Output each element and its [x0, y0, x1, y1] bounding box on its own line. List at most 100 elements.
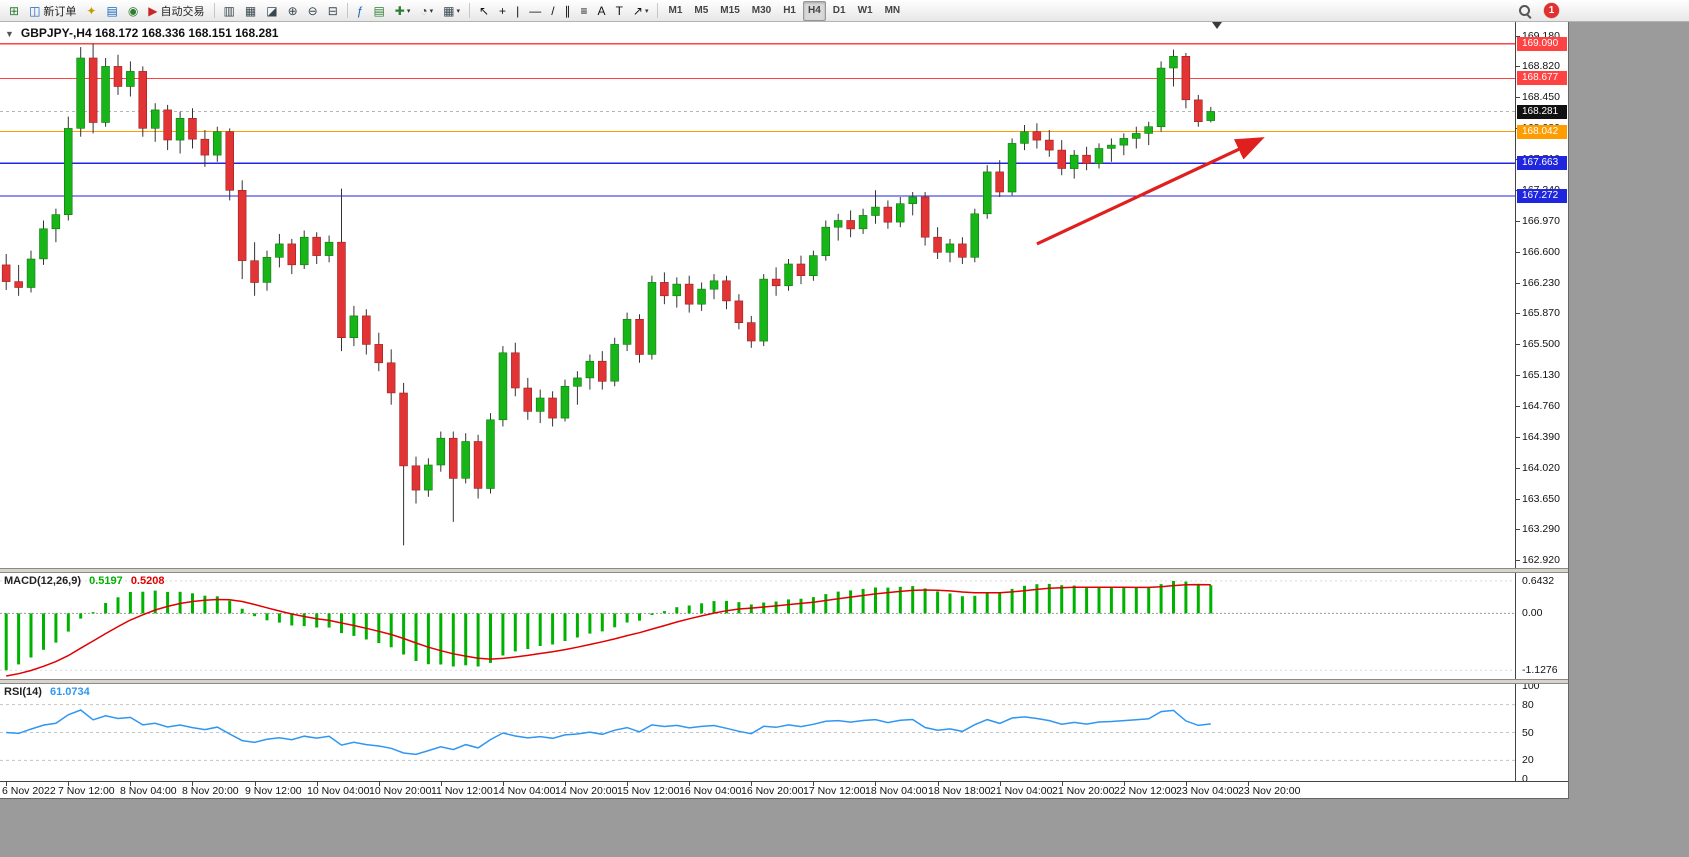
timeframe-m15-button[interactable]: M15: [720, 5, 740, 16]
zoom-in-icon: ⊕: [287, 3, 298, 18]
timeframe-d1-button[interactable]: D1: [832, 5, 846, 16]
ohlc-values: 168.172 168.336 168.151 168.281: [94, 26, 279, 40]
indicators-button[interactable]: ƒ: [353, 1, 368, 21]
price-tick-mark: [1516, 344, 1520, 345]
main-chart-panel[interactable]: ▼ GBPJPY-,H4 168.172 168.336 168.151 168.…: [0, 22, 1515, 568]
line-chart-button[interactable]: ◪: [262, 1, 281, 21]
price-tick-label: 164.390: [1522, 431, 1560, 443]
horizontal-line-icon: —: [529, 3, 542, 18]
data-window-button[interactable]: ◉: [124, 1, 142, 21]
macd-axis-label: 0.6432: [1522, 575, 1555, 587]
time-tick-mark: [689, 782, 690, 786]
chevron-down-icon: ▾: [406, 7, 411, 15]
chevron-down-icon: ▾: [456, 7, 460, 15]
timeframe-m5-button[interactable]: M5: [694, 5, 709, 16]
time-label: 8 Nov 20:00: [182, 785, 239, 797]
hline-price-tag: 167.272: [1517, 189, 1567, 203]
rsi-axis-label: 20: [1522, 754, 1534, 766]
timeframe-m30-button[interactable]: M30: [751, 5, 772, 16]
add-indicator-button[interactable]: ✚ ▾: [391, 1, 415, 21]
price-axis[interactable]: 169.180168.820168.450168.080167.710167.3…: [1515, 22, 1568, 785]
macd-chart-canvas[interactable]: [0, 573, 1515, 679]
add-indicator-icon: ✚: [394, 3, 405, 18]
candlestick-chart-icon: ▦: [244, 3, 257, 18]
bar-chart-button[interactable]: ▥: [220, 1, 239, 21]
cursor-button[interactable]: ↖: [475, 1, 493, 21]
timeframe-h1-button[interactable]: H1: [783, 5, 796, 16]
periods-menu-button[interactable]: ◔ ▾: [416, 1, 437, 21]
crosshair-icon: +: [499, 3, 507, 18]
tile-windows-button[interactable]: ⊟: [324, 1, 342, 21]
price-tick-mark: [1516, 221, 1520, 222]
text-label-button[interactable]: T: [612, 1, 627, 21]
rsi-panel[interactable]: RSI(14) 61.0734: [0, 684, 1515, 781]
price-tick-label: 166.230: [1522, 277, 1560, 289]
time-tick-mark: [875, 782, 876, 786]
timeframe-m1-button[interactable]: M1: [668, 5, 683, 16]
rsi-axis-label: 0: [1522, 773, 1528, 785]
time-tick-mark: [441, 782, 442, 786]
one-click-trading-arrow-icon[interactable]: ▼: [5, 29, 14, 39]
arrows-menu-button[interactable]: ↗ ▾: [629, 1, 653, 21]
time-tick-mark: [565, 782, 566, 786]
crosshair-button[interactable]: +: [495, 1, 510, 21]
periods-menu-icon: ◔: [420, 3, 428, 18]
timeframe-mn-button[interactable]: MN: [884, 5, 901, 16]
price-tick-mark: [1516, 313, 1520, 314]
time-label: 10 Nov 20:00: [369, 785, 432, 797]
indicator-list-button[interactable]: ▤: [369, 1, 388, 21]
time-label: 22 Nov 12:00: [1114, 785, 1177, 797]
profiles-button[interactable]: ▤: [102, 1, 121, 21]
vertical-line-button[interactable]: |: [512, 1, 523, 21]
time-label: 23 Nov 20:00: [1238, 785, 1301, 797]
toolbar-separator: [657, 3, 659, 18]
horizontal-line-button[interactable]: —: [525, 1, 545, 21]
zoom-out-button[interactable]: ⊖: [304, 1, 322, 21]
rsi-axis-label: 80: [1522, 699, 1534, 711]
time-tick-mark: [130, 782, 131, 786]
trendline-button[interactable]: /: [547, 1, 558, 21]
text-button[interactable]: A: [594, 1, 610, 21]
candlestick-chart-button[interactable]: ▦: [241, 1, 260, 21]
fibonacci-button[interactable]: ≡: [577, 1, 592, 21]
time-label: 23 Nov 04:00: [1176, 785, 1239, 797]
toolbar-separator: [468, 3, 470, 18]
time-tick-mark: [1124, 782, 1125, 786]
templates-menu-icon: ▦: [443, 3, 455, 18]
new-order-button[interactable]: ◫ 新订单: [25, 1, 80, 21]
time-label: 14 Nov 20:00: [555, 785, 618, 797]
time-tick-mark: [1248, 782, 1249, 786]
panel-separator[interactable]: [0, 568, 1568, 573]
price-tick-mark: [1516, 97, 1520, 98]
time-label: 16 Nov 04:00: [679, 785, 742, 797]
new-chart-button[interactable]: ⊞: [5, 1, 23, 21]
time-label: 9 Nov 12:00: [245, 785, 302, 797]
time-tick-mark: [379, 782, 380, 786]
equidistant-channel-button[interactable]: ∥: [561, 1, 575, 21]
time-tick-mark: [317, 782, 318, 786]
main-toolbar: ⊞ ◫ 新订单 ✦ ▤ ◉ ▶ 自动交易 ▥ ▦ ◪ ⊕ ⊖ ⊟ ƒ ▤ ✚ ▾ ◔ ▾ ▦ ▾ ↖ + | — / ∥ ≡ A T ↗ ▾ M1…: [0, 0, 1689, 22]
price-tick-mark: [1516, 560, 1520, 561]
timeframe-h4-button[interactable]: H4: [803, 0, 826, 21]
zoom-in-button[interactable]: ⊕: [284, 1, 302, 21]
notification-badge[interactable]: 1: [1544, 3, 1559, 18]
timeframe-w1-button[interactable]: W1: [857, 5, 873, 16]
price-tick-label: 166.970: [1522, 215, 1560, 227]
rsi-chart-canvas[interactable]: [0, 684, 1515, 781]
time-axis[interactable]: 6 Nov 2022 7 Nov 12:00 8 Nov 04:00 8 Nov 20…: [0, 781, 1568, 798]
candlestick-chart-canvas[interactable]: [0, 22, 1515, 568]
price-tick-label: 163.290: [1522, 523, 1560, 535]
text-icon: A: [597, 3, 606, 18]
autotrading-icon: ▶: [148, 3, 158, 18]
templates-menu-button[interactable]: ▦ ▾: [439, 1, 464, 21]
time-tick-mark: [1062, 782, 1063, 786]
time-label: 18 Nov 18:00: [928, 785, 991, 797]
macd-panel[interactable]: MACD(12,26,9) 0.5197 0.5208: [0, 573, 1515, 679]
time-tick-mark: [1000, 782, 1001, 786]
panel-separator[interactable]: [0, 679, 1568, 684]
search-icon[interactable]: [1518, 4, 1532, 18]
time-label: 16 Nov 20:00: [741, 785, 804, 797]
metaeditor-button[interactable]: ✦: [82, 1, 100, 21]
autotrading-button[interactable]: ▶ 自动交易: [144, 1, 208, 21]
time-tick-mark: [503, 782, 504, 786]
